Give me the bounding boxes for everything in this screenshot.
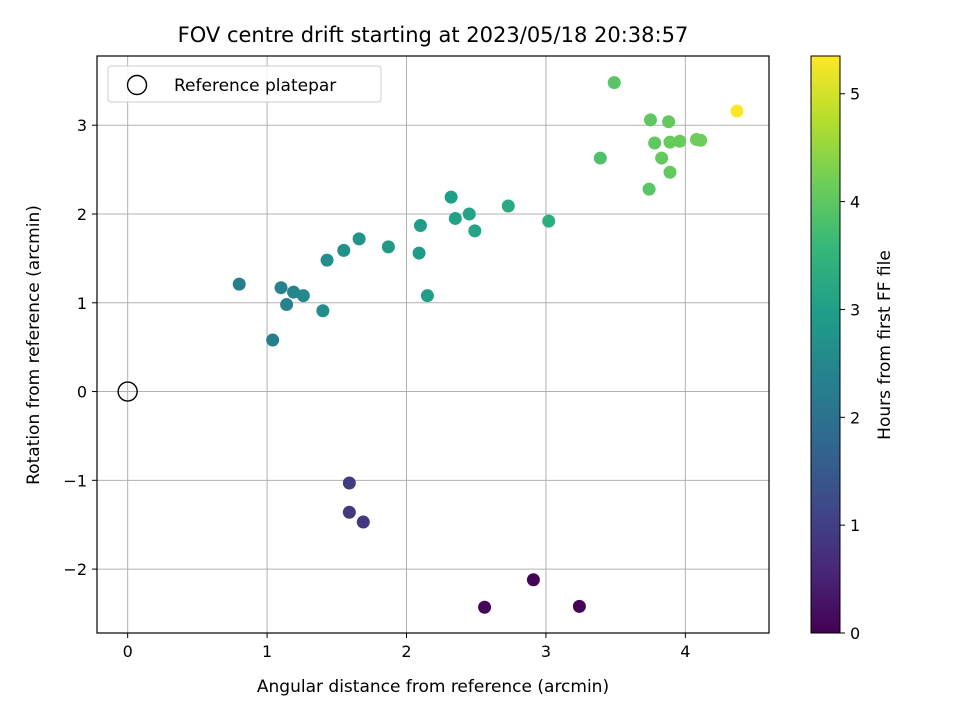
data-point (468, 224, 482, 238)
x-axis-label: Angular distance from reference (arcmin) (257, 677, 609, 697)
data-point (448, 211, 462, 225)
data-point (412, 246, 426, 260)
x-tick-label: 2 (401, 642, 411, 661)
data-point (643, 113, 657, 127)
colorbar-label: Hours from first FF file (875, 250, 895, 440)
data-point (593, 151, 607, 165)
data-point (420, 289, 434, 303)
data-point (663, 165, 677, 179)
data-point (413, 219, 427, 233)
data-point (730, 104, 744, 118)
data-points (232, 76, 744, 614)
reference-platepar-marker (117, 381, 138, 402)
data-point (287, 285, 301, 299)
data-point (444, 190, 458, 204)
grid-lines (97, 56, 769, 633)
y-tick-label: 3 (77, 116, 87, 135)
data-point (274, 281, 288, 295)
data-point (526, 573, 540, 587)
data-point (356, 515, 370, 529)
data-point (232, 277, 246, 291)
data-point (316, 304, 330, 318)
y-axis-label: Rotation from reference (arcmin) (24, 205, 44, 485)
colorbar-tick-label: 3 (850, 300, 860, 319)
y-tick-label: −2 (63, 560, 87, 579)
data-point (266, 333, 280, 347)
legend: Reference platepar (107, 65, 382, 103)
data-point (342, 476, 356, 490)
legend-box (107, 65, 382, 103)
data-point (663, 135, 677, 149)
axis-ticks: 0 1 2 3 4 −2 −1 0 1 2 3 (63, 116, 690, 661)
chart-title: FOV centre drift starting at 2023/05/18 … (178, 23, 689, 47)
y-tick-label: 2 (77, 205, 87, 224)
data-point (642, 182, 656, 196)
colorbar (810, 55, 841, 634)
colorbar-tick-label: 0 (850, 624, 860, 643)
data-point (607, 76, 621, 90)
y-tick-label: 0 (77, 383, 87, 402)
data-point (662, 115, 676, 129)
data-point (501, 199, 515, 213)
data-point (280, 298, 294, 312)
x-tick-label: 0 (123, 642, 133, 661)
colorbar-tick-label: 1 (850, 516, 860, 535)
data-point (572, 599, 586, 613)
legend-entry-reference-platepar: Reference platepar (174, 76, 336, 96)
data-point (337, 243, 351, 257)
y-tick-label: 1 (77, 294, 87, 313)
colorbar-tick-label: 2 (850, 408, 860, 427)
legend-marker-open-circle-icon (126, 74, 148, 96)
data-point (296, 289, 310, 303)
colorbar-tick-label: 5 (850, 85, 860, 104)
data-point (673, 134, 687, 148)
plot-frame (96, 55, 770, 634)
data-point (542, 214, 556, 228)
data-point (352, 232, 366, 246)
x-tick-label: 3 (541, 642, 551, 661)
x-tick-label: 1 (262, 642, 272, 661)
reference-point (117, 381, 138, 402)
colorbar-ticks: 0 1 2 3 4 5 (840, 85, 860, 643)
data-point (342, 505, 356, 519)
x-tick-label: 4 (680, 642, 690, 661)
data-point (648, 136, 662, 150)
data-point (320, 253, 334, 267)
data-point (655, 151, 669, 165)
data-point (381, 240, 395, 254)
data-point (478, 600, 492, 614)
data-point (462, 207, 476, 221)
colorbar-tick-label: 4 (850, 193, 860, 212)
y-tick-label: −1 (63, 471, 87, 490)
data-point (694, 133, 708, 147)
